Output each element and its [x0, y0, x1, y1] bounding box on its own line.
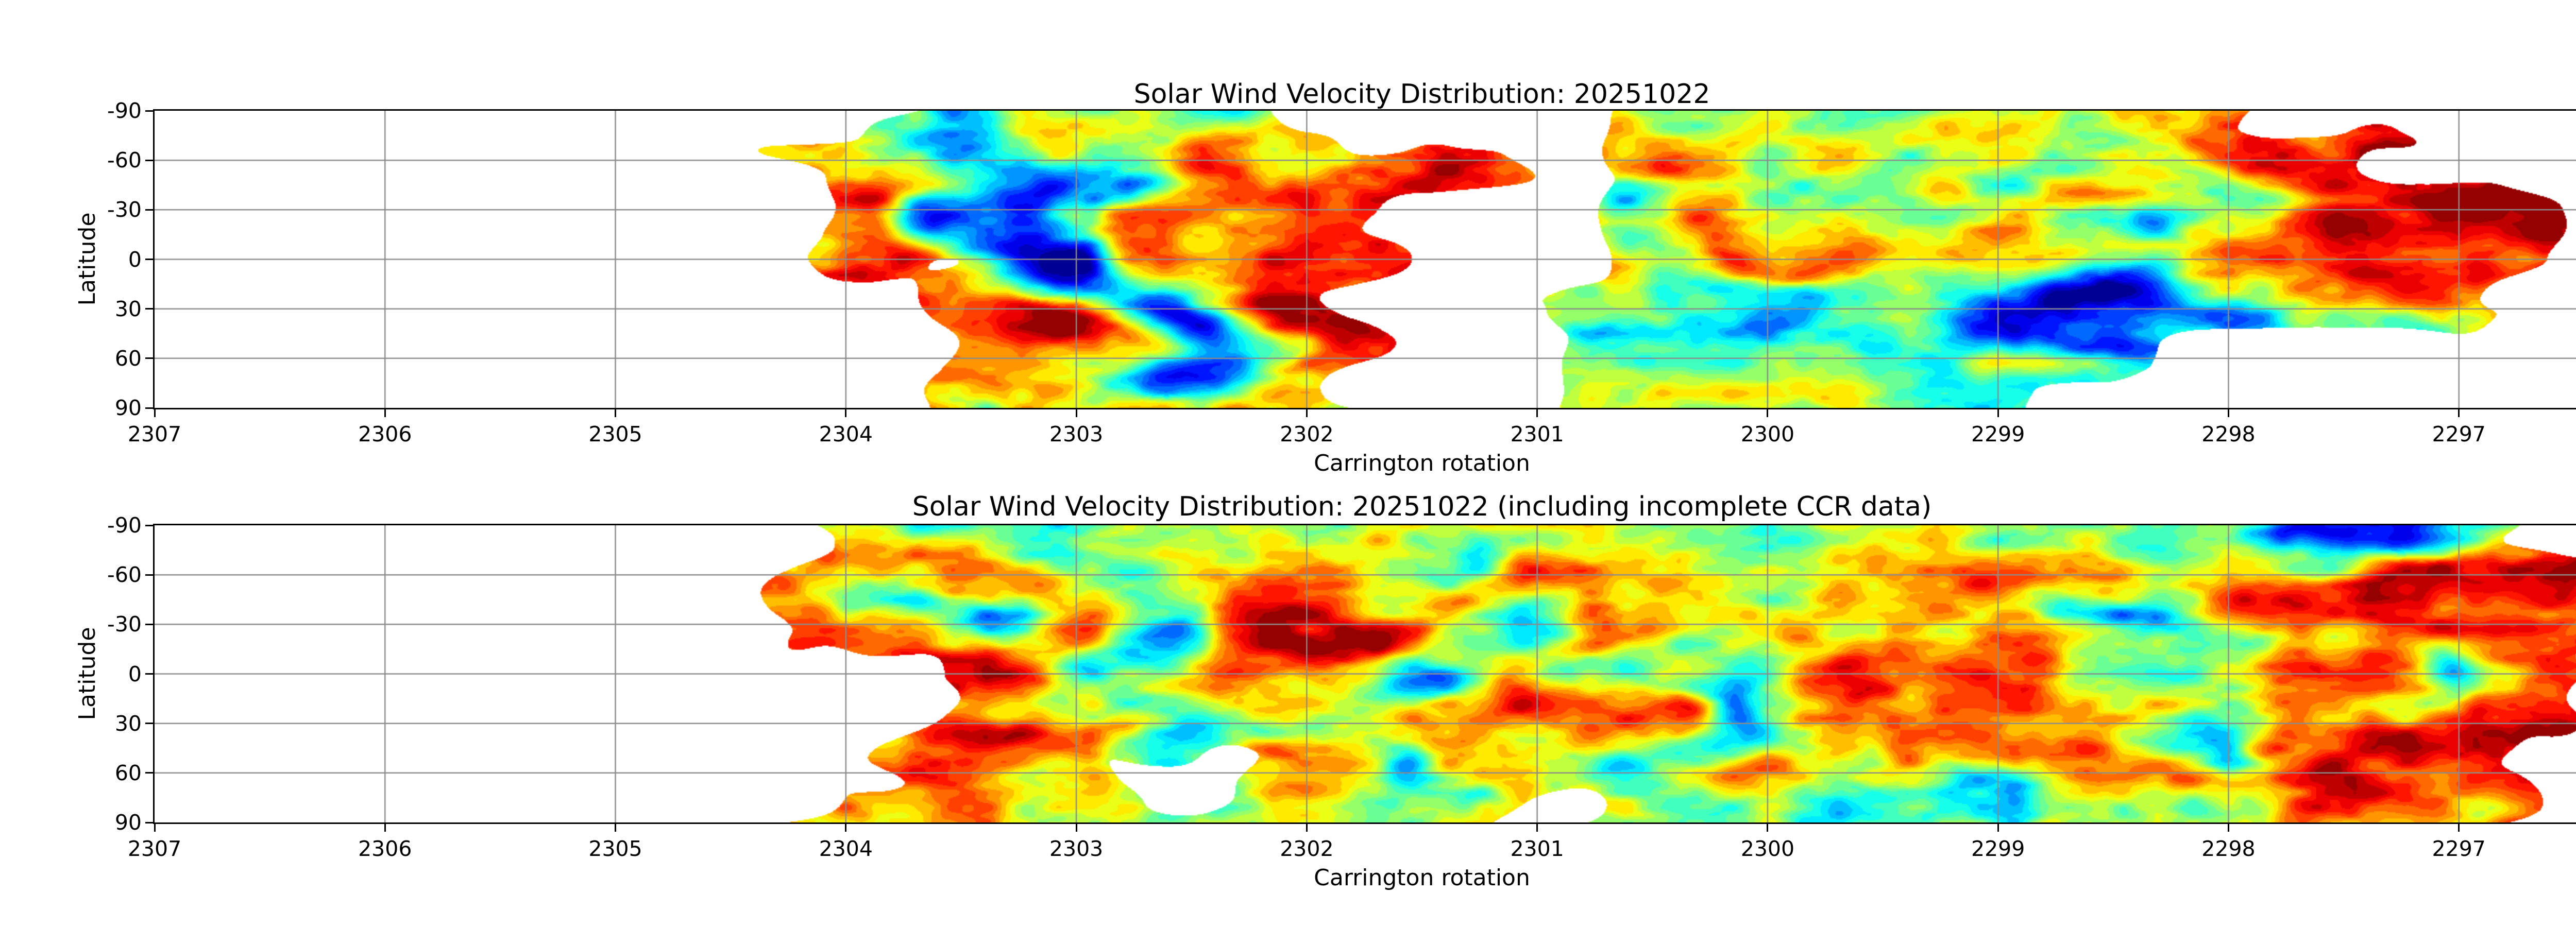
- y-tick-label-panel1: 30: [114, 296, 142, 321]
- y-tick-label-panel1: 60: [114, 346, 142, 371]
- x-tick-panel2: [154, 824, 156, 832]
- x-tick-label-panel1: 2300: [1740, 422, 1795, 447]
- y-tick-panel2: [145, 673, 153, 675]
- x-tick-label-panel2: 2301: [1510, 836, 1564, 861]
- y-tick-panel1: [145, 209, 153, 211]
- y-tick-label-panel1: 90: [114, 396, 142, 420]
- panel2-xlabel: Carrington rotation: [1314, 865, 1530, 891]
- y-tick-panel2: [145, 574, 153, 576]
- x-tick-panel1: [384, 409, 386, 417]
- y-tick-panel1: [145, 357, 153, 359]
- x-tick-label-panel2: 2305: [588, 836, 642, 861]
- x-tick-panel2: [845, 824, 847, 832]
- x-tick-label-panel1: 2299: [1971, 422, 2025, 447]
- panel1-xlabel: Carrington rotation: [1314, 450, 1530, 476]
- x-tick-panel2: [384, 824, 386, 832]
- y-tick-panel1: [145, 308, 153, 310]
- x-tick-label-panel2: 2297: [2432, 836, 2486, 861]
- x-tick-panel1: [154, 409, 156, 417]
- y-tick-label-panel2: -30: [107, 612, 142, 637]
- x-tick-panel2: [1536, 824, 1538, 832]
- x-tick-label-panel1: 2301: [1510, 422, 1564, 447]
- x-tick-panel1: [1075, 409, 1077, 417]
- x-tick-panel1: [2458, 409, 2460, 417]
- y-tick-label-panel2: 60: [114, 760, 142, 785]
- x-tick-panel2: [1767, 824, 1769, 832]
- x-tick-panel1: [1536, 409, 1538, 417]
- x-tick-panel1: [615, 409, 617, 417]
- x-tick-label-panel2: 2307: [127, 836, 182, 861]
- x-tick-label-panel2: 2303: [1049, 836, 1104, 861]
- x-tick-label-panel1: 2297: [2432, 422, 2486, 447]
- x-tick-label-panel1: 2307: [127, 422, 182, 447]
- y-tick-panel1: [145, 110, 153, 112]
- panel2-title: Solar Wind Velocity Distribution: 202510…: [912, 491, 1932, 522]
- y-tick-label-panel2: 0: [128, 661, 142, 686]
- x-tick-panel2: [615, 824, 617, 832]
- x-tick-label-panel1: 2303: [1049, 422, 1104, 447]
- y-tick-panel2: [145, 524, 153, 526]
- x-tick-panel2: [1075, 824, 1077, 832]
- x-tick-panel1: [1306, 409, 1308, 417]
- x-tick-label-panel2: 2298: [2201, 836, 2256, 861]
- panel1-plot-area: [153, 109, 2576, 409]
- x-tick-label-panel1: 2306: [358, 422, 412, 447]
- y-tick-panel2: [145, 821, 153, 823]
- y-tick-panel1: [145, 259, 153, 260]
- y-tick-label-panel1: -90: [107, 98, 142, 123]
- y-tick-label-panel2: 30: [114, 711, 142, 736]
- x-tick-label-panel2: 2304: [819, 836, 873, 861]
- y-tick-label-panel2: 90: [114, 810, 142, 835]
- x-tick-panel2: [2458, 824, 2460, 832]
- x-tick-label-panel1: 2304: [819, 422, 873, 447]
- panel1-title: Solar Wind Velocity Distribution: 202510…: [1133, 79, 1710, 110]
- y-tick-panel2: [145, 623, 153, 625]
- y-tick-panel1: [145, 159, 153, 161]
- y-tick-panel2: [145, 772, 153, 774]
- x-tick-panel1: [1767, 409, 1769, 417]
- x-tick-panel1: [1997, 409, 1999, 417]
- y-tick-label-panel1: 0: [128, 247, 142, 272]
- x-tick-label-panel2: 2306: [358, 836, 412, 861]
- y-tick-panel1: [145, 407, 153, 409]
- y-tick-label-panel2: -60: [107, 562, 142, 588]
- x-tick-panel1: [2227, 409, 2229, 417]
- x-tick-label-panel2: 2302: [1280, 836, 1334, 861]
- x-tick-label-panel1: 2302: [1280, 422, 1334, 447]
- y-tick-label-panel1: -30: [107, 197, 142, 222]
- y-tick-label-panel2: -90: [107, 513, 142, 538]
- x-tick-panel2: [1997, 824, 1999, 832]
- x-tick-panel2: [1306, 824, 1308, 832]
- x-tick-label-panel2: 2299: [1971, 836, 2025, 861]
- x-tick-panel2: [2227, 824, 2229, 832]
- y-tick-label-panel1: -60: [107, 148, 142, 173]
- panel2-plot-area: [153, 524, 2576, 824]
- x-tick-panel1: [845, 409, 847, 417]
- y-tick-panel2: [145, 723, 153, 725]
- x-tick-label-panel1: 2298: [2201, 422, 2256, 447]
- x-tick-label-panel1: 2305: [588, 422, 642, 447]
- x-tick-label-panel2: 2300: [1740, 836, 1795, 861]
